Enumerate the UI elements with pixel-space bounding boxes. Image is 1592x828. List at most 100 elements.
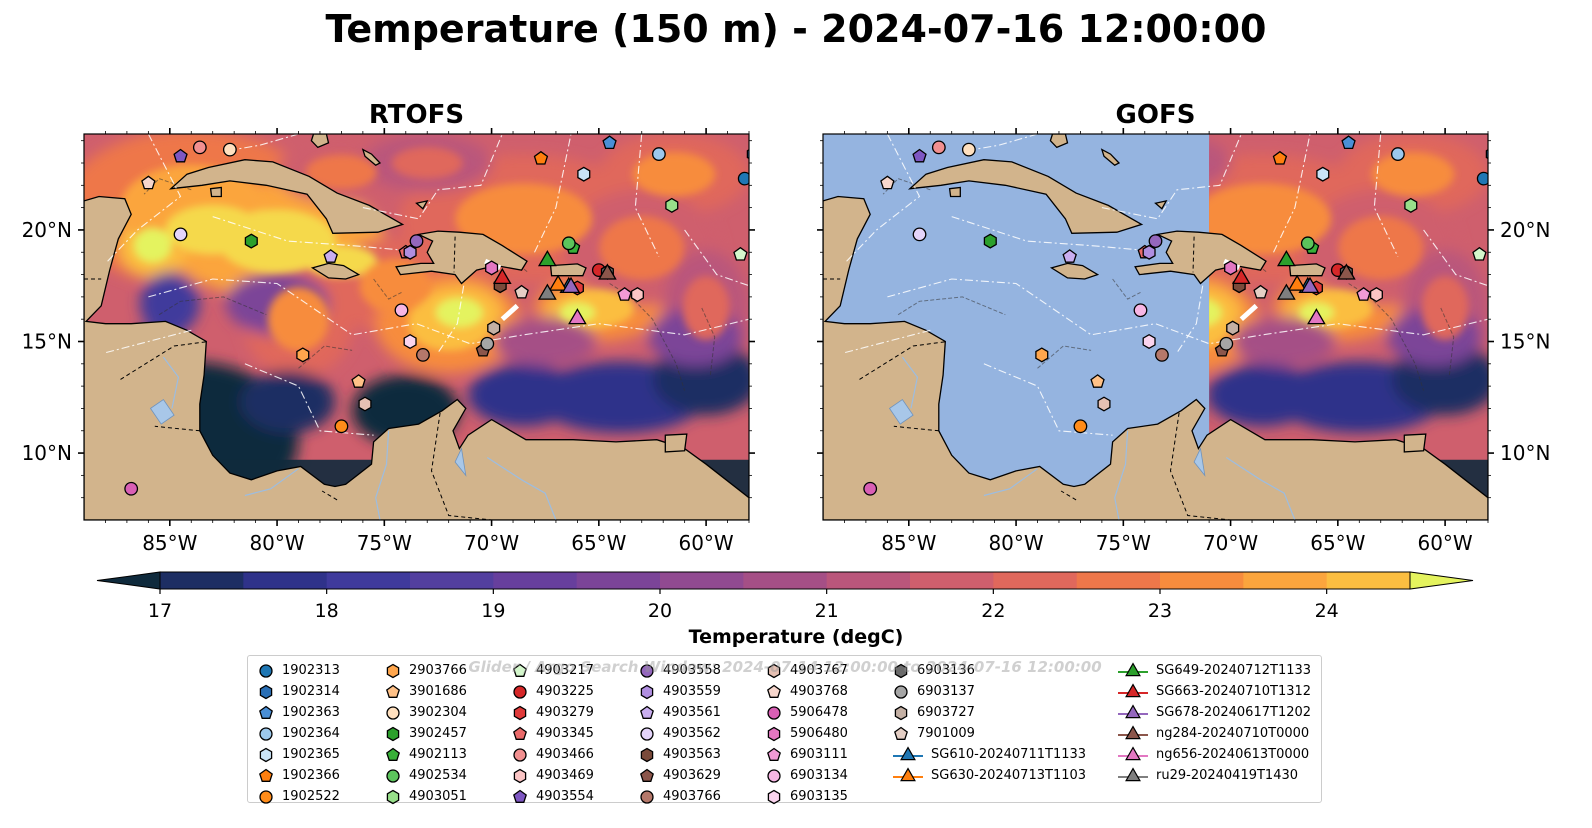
- eez-boundary: [534, 134, 572, 253]
- land-bahamas3: [1154, 199, 1168, 210]
- eez-boundary: [1101, 134, 1242, 220]
- legend-marker-pentagon-icon: [894, 726, 908, 740]
- marker-SG663-20240710T1312: [492, 267, 512, 285]
- x-tick-label: 85°W: [881, 531, 936, 555]
- colorbar-tick-label: 18: [315, 600, 339, 622]
- colorbar-bin: [576, 572, 661, 589]
- colorbar-bin: [493, 572, 578, 589]
- cold-patch: [493, 316, 597, 367]
- land-bahamas3: [415, 199, 429, 210]
- eez-boundary: [844, 329, 931, 354]
- x-tick-label: 75°W: [1096, 531, 1151, 555]
- cold-patch: [1232, 316, 1336, 367]
- marker-SG678-20240617T1202: [1300, 276, 1320, 294]
- marker-4903559: [403, 244, 417, 260]
- marker-SG630-20240713T1103: [548, 274, 568, 291]
- marker-1902522: [334, 419, 349, 434]
- marker-1902364: [651, 147, 666, 161]
- warm-core: [218, 209, 337, 274]
- legend-label: SG649-20240712T1133: [1156, 663, 1312, 678]
- legend-marker: [640, 684, 654, 699]
- land-mainland: [823, 195, 1488, 520]
- marker-4903767: [1097, 396, 1111, 412]
- rtofs-map: 85°W 80°W 75°W 70°W 65°W 60°W 20°N 15°N 10°N: [22, 128, 755, 555]
- legend-marker-circle-icon: [640, 663, 654, 678]
- legend-marker-pentagon-icon: [386, 747, 400, 761]
- y-tick-label: 15°N: [1500, 330, 1550, 354]
- legend-marker-pentagon-icon: [259, 705, 273, 719]
- river: [1225, 456, 1296, 520]
- legend-entry: 4903279: [512, 702, 594, 723]
- legend-label: 4903345: [536, 726, 594, 741]
- legend-entry: 6903137: [893, 681, 975, 702]
- marker-ng284-20240710T0000: [1337, 263, 1356, 280]
- legend-entry: 4903217: [512, 660, 594, 681]
- colorbar-bin: [660, 572, 744, 589]
- isobath-1000m: [1348, 283, 1425, 391]
- legend-marker-pentagon-icon: [640, 705, 654, 719]
- marker-6903134: [1133, 303, 1148, 318]
- isobath-1000m: [609, 283, 686, 391]
- colorbar-frame: [159, 571, 1411, 590]
- marker-4903562: [173, 227, 188, 242]
- marker-3902457: [244, 233, 258, 249]
- eez-boundary: [105, 134, 182, 264]
- legend-label: 6903137: [917, 684, 975, 699]
- legend-marker: [640, 663, 654, 678]
- legend-entry: ng656-20240613T0000: [1118, 744, 1309, 765]
- legend-marker-pentagon-icon: [386, 684, 400, 698]
- legend-marker-circle-icon: [767, 705, 781, 720]
- river: [375, 430, 390, 520]
- legend-entry: 1902313: [258, 660, 340, 681]
- river: [244, 468, 299, 497]
- land-isle: [948, 186, 961, 198]
- legend-label: 6903136: [917, 663, 975, 678]
- legend-label: 4903558: [663, 663, 721, 678]
- marker-4903469: [630, 287, 644, 303]
- colorbar-tick-label: 20: [648, 600, 672, 622]
- country-border: [1192, 236, 1195, 273]
- legend-marker: [259, 684, 273, 699]
- legend-label: 4903469: [536, 768, 594, 783]
- legend-label: 4903279: [536, 705, 594, 720]
- legend-entry: 1902366: [258, 765, 340, 786]
- legend-entry: 4903469: [512, 765, 594, 786]
- legend-entry: 6903136: [893, 660, 975, 681]
- marker-4903766: [1155, 347, 1169, 362]
- x-tick-label: 70°W: [1203, 531, 1258, 555]
- legend-marker: [640, 768, 654, 782]
- legend-marker: [767, 663, 781, 678]
- lake: [888, 398, 914, 425]
- legend-marker: [767, 684, 781, 698]
- legend-marker: [640, 747, 654, 762]
- legend-entry: SG663-20240710T1312: [1118, 681, 1311, 702]
- legend-entry: 4903345: [512, 723, 594, 744]
- marker-4903561: [1062, 249, 1077, 263]
- legend-label: 4902113: [409, 747, 467, 762]
- legend-entry: 4903051: [385, 786, 467, 807]
- legend-label: 5906478: [790, 705, 848, 720]
- legend-marker: [767, 726, 781, 741]
- legend-entry: 1902364: [258, 723, 340, 744]
- marker-3901686: [351, 374, 366, 388]
- marker-6903137: [480, 336, 495, 351]
- legend-entry: 4903767: [766, 660, 848, 681]
- legend-label: 5906480: [790, 726, 848, 741]
- colorbar-label: Temperature (degC): [688, 626, 904, 648]
- legend-entry: 3902304: [385, 702, 467, 723]
- marker-6903137: [1219, 336, 1234, 351]
- legend-marker: [386, 726, 400, 741]
- marker-4903554: [912, 148, 927, 163]
- colorbar-bin: [826, 572, 911, 589]
- colorbar-bin: [1243, 572, 1328, 589]
- legend-label: 1902363: [282, 705, 340, 720]
- legend-entry: 1902314: [258, 681, 340, 702]
- colorbar-bin: [410, 572, 494, 589]
- eez-boundary: [887, 278, 1488, 345]
- legend-entry: 5906480: [766, 723, 848, 744]
- cold-patch: [139, 272, 200, 335]
- legend-label: 4903051: [409, 789, 467, 804]
- legend-entry: SG630-20240713T1103: [893, 765, 1086, 786]
- x-tick-label: 70°W: [464, 531, 519, 555]
- marker-7901009: [514, 284, 529, 299]
